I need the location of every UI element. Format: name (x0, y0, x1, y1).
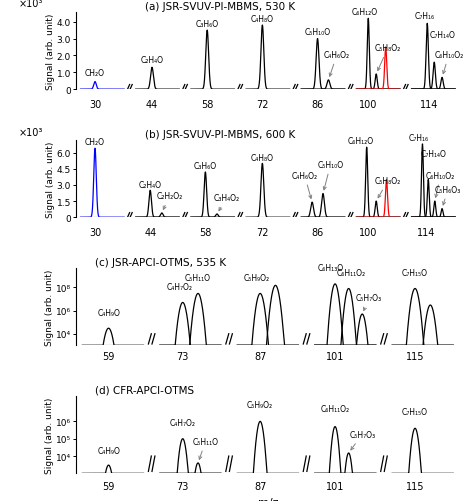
Text: C₅H₈O₂: C₅H₈O₂ (375, 44, 401, 71)
Text: C₅H₇O₃: C₅H₇O₃ (356, 294, 382, 311)
Text: C₄H₉O: C₄H₉O (97, 308, 120, 317)
Text: 87: 87 (254, 481, 266, 491)
Text: C₅H₁₁O: C₅H₁₁O (192, 437, 219, 459)
Text: CH₂O: CH₂O (85, 69, 105, 78)
Text: C₅H₁₀O: C₅H₁₀O (318, 160, 344, 190)
Text: (b) JSR-SVUV-PI-MBMS, 600 K: (b) JSR-SVUV-PI-MBMS, 600 K (145, 130, 295, 140)
Text: 58: 58 (201, 100, 213, 110)
Text: 73: 73 (176, 351, 189, 361)
Y-axis label: Signal (arb. unit): Signal (arb. unit) (46, 141, 55, 217)
Text: 114: 114 (417, 228, 435, 238)
Text: CH₂O: CH₂O (85, 138, 105, 147)
Text: ×10³: ×10³ (18, 127, 43, 137)
Text: C₆H₁₁O₂: C₆H₁₁O₂ (337, 269, 366, 278)
Text: (a) JSR-SVUV-PI-MBMS, 530 K: (a) JSR-SVUV-PI-MBMS, 530 K (145, 2, 295, 12)
Text: 86: 86 (311, 100, 324, 110)
Text: C₄H₆O₂: C₄H₆O₂ (292, 171, 318, 199)
Text: ×10³: ×10³ (18, 0, 43, 10)
Text: 115: 115 (406, 481, 424, 491)
Text: C₅H₉O₂: C₅H₉O₂ (247, 400, 273, 409)
Text: C₃H₄O₂: C₃H₄O₂ (214, 194, 240, 211)
Text: 100: 100 (359, 100, 377, 110)
Text: C₆H₁₂O: C₆H₁₂O (351, 8, 377, 17)
Text: (c) JSR-APCI-OTMS, 535 K: (c) JSR-APCI-OTMS, 535 K (95, 258, 226, 268)
Text: C₇H₁₅O: C₇H₁₅O (402, 407, 428, 416)
Text: 44: 44 (144, 228, 156, 238)
Text: 101: 101 (326, 351, 344, 361)
Y-axis label: Signal (arb. unit): Signal (arb. unit) (46, 13, 55, 89)
Text: C₂H₄O: C₂H₄O (140, 56, 164, 65)
Text: 86: 86 (311, 228, 324, 238)
Text: 59: 59 (102, 351, 115, 361)
Text: C₄H₇O₂: C₄H₇O₂ (167, 282, 192, 291)
Text: C₃H₆O: C₃H₆O (196, 20, 219, 29)
Text: C₅H₁₀O: C₅H₁₀O (304, 28, 330, 37)
Text: (d) CFR-APCI-OTMS: (d) CFR-APCI-OTMS (95, 385, 194, 395)
Text: C₇H₁₄O: C₇H₁₄O (420, 150, 447, 159)
Text: C₄H₈O: C₄H₈O (251, 153, 274, 162)
Text: C₄H₉O: C₄H₉O (97, 446, 120, 455)
Text: C₂H₄O: C₂H₄O (139, 180, 162, 189)
Text: 30: 30 (89, 100, 101, 110)
Text: C₆H₁₀O₂: C₆H₁₀O₂ (426, 171, 455, 198)
Text: C₃H₆O: C₃H₆O (194, 162, 217, 171)
Y-axis label: Signal (arb. unit): Signal (arb. unit) (46, 269, 55, 345)
Text: 87: 87 (254, 351, 266, 361)
Text: 59: 59 (102, 481, 115, 491)
Text: C₆H₁₀O₂: C₆H₁₀O₂ (434, 51, 464, 75)
Text: m/z: m/z (257, 496, 278, 501)
Text: 72: 72 (256, 100, 269, 110)
Text: C₅H₉O₂: C₅H₉O₂ (244, 274, 270, 282)
Text: C₇H₁₅O: C₇H₁₅O (402, 269, 428, 278)
Text: C₆H₁₁O₂: C₆H₁₁O₂ (320, 404, 350, 413)
Text: C₅H₈O₂: C₅H₈O₂ (375, 176, 401, 198)
Text: 58: 58 (199, 228, 211, 238)
Text: 101: 101 (326, 481, 344, 491)
Text: C₆H₁₃O: C₆H₁₃O (318, 264, 344, 273)
Text: C₄H₆O₂: C₄H₆O₂ (324, 51, 350, 77)
Text: C₇H₁₄O: C₇H₁₄O (429, 31, 455, 40)
Text: C₅H₆O₃: C₅H₆O₃ (435, 185, 461, 205)
Text: 72: 72 (256, 228, 269, 238)
Text: 73: 73 (176, 481, 189, 491)
Y-axis label: Signal (arb. unit): Signal (arb. unit) (46, 397, 55, 473)
Text: C₆H₁₂O: C₆H₁₂O (347, 137, 374, 146)
Text: C₅H₇O₃: C₅H₇O₃ (349, 430, 375, 450)
Text: 100: 100 (359, 228, 377, 238)
Text: C₇H₁₆: C₇H₁₆ (415, 12, 435, 21)
Text: C₂H₂O₂: C₂H₂O₂ (156, 191, 182, 210)
Text: 30: 30 (89, 228, 101, 238)
Text: C₇H₁₆: C₇H₁₆ (409, 133, 429, 142)
Text: C₄H₇O₂: C₄H₇O₂ (170, 418, 196, 427)
Text: 44: 44 (146, 100, 158, 110)
Text: 114: 114 (420, 100, 438, 110)
Text: C₄H₈O: C₄H₈O (251, 15, 274, 24)
Text: C₅H₁₁O: C₅H₁₁O (185, 274, 211, 282)
Text: 115: 115 (406, 351, 424, 361)
